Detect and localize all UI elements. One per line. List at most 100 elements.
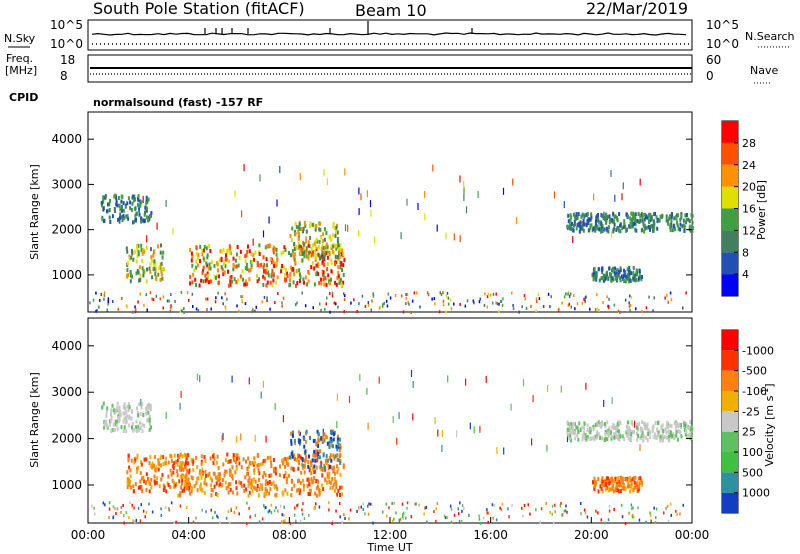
data-cell	[125, 246, 128, 251]
data-cell	[155, 277, 158, 282]
data-cell	[335, 225, 338, 230]
data-cell	[315, 237, 318, 242]
scatter-cell	[260, 391, 262, 399]
data-cell	[571, 221, 573, 226]
data-cell	[142, 413, 145, 417]
data-cell	[130, 208, 133, 212]
scatter-cell	[485, 375, 487, 383]
scatter-cell	[426, 291, 429, 295]
scatter-cell	[670, 513, 672, 517]
scatter-cell	[535, 309, 537, 313]
scatter-cell	[169, 310, 172, 314]
data-cell	[335, 246, 338, 251]
scatter-cell	[521, 507, 524, 510]
scatter-cell	[261, 517, 264, 521]
data-cell	[102, 199, 105, 204]
data-cell	[230, 251, 232, 256]
data-cell	[238, 480, 241, 485]
nsky-frame	[87, 19, 693, 51]
data-cell	[318, 254, 321, 259]
data-cell	[274, 247, 277, 251]
data-cell	[331, 485, 334, 490]
data-cell	[343, 258, 346, 263]
data-cell	[688, 426, 691, 431]
scatter-cell	[638, 518, 641, 522]
data-cell	[690, 434, 693, 439]
scatter-cell	[255, 305, 257, 309]
data-cell	[596, 224, 599, 229]
data-cell	[582, 219, 585, 223]
data-cell	[217, 268, 219, 273]
data-cell	[112, 408, 115, 413]
scatter-cell	[98, 305, 100, 309]
data-cell	[267, 270, 269, 275]
data-cell	[605, 485, 608, 490]
data-cell	[321, 250, 324, 255]
data-cell	[101, 405, 104, 410]
scatter-cell	[248, 377, 250, 385]
data-cell	[333, 226, 336, 231]
scatter-cell	[388, 506, 390, 510]
data-cell	[129, 279, 132, 284]
data-cell	[291, 433, 294, 438]
scatter-cell	[248, 506, 250, 510]
data-cell	[642, 223, 645, 228]
data-cell	[637, 219, 640, 224]
data-cell	[244, 266, 247, 270]
cpid-text: normalsound (fast) -157 RF	[93, 96, 263, 109]
data-cell	[583, 222, 586, 227]
data-cell	[633, 216, 636, 221]
data-cell	[312, 453, 315, 458]
x-tick-label: 08:00	[272, 528, 307, 542]
scatter-cell	[344, 294, 346, 297]
data-cell	[161, 473, 164, 478]
data-cell	[149, 269, 152, 274]
data-cell	[254, 486, 257, 491]
data-cell	[210, 493, 213, 498]
data-cell	[229, 459, 232, 464]
data-cell	[137, 413, 140, 418]
velocity-xlabel: Time UT	[366, 541, 412, 554]
data-cell	[134, 482, 137, 487]
data-cell	[290, 451, 293, 456]
data-cell	[244, 254, 247, 259]
scatter-cell	[236, 304, 238, 308]
scatter-cell	[324, 307, 326, 311]
data-cell	[248, 480, 251, 485]
data-cell	[236, 453, 239, 458]
scatter-cell	[538, 297, 541, 301]
data-cell	[600, 425, 603, 429]
scatter-cell	[129, 501, 131, 505]
data-cell	[322, 232, 325, 237]
data-cell	[646, 215, 649, 220]
data-cell	[183, 488, 186, 493]
data-cell	[613, 478, 616, 483]
data-cell	[145, 487, 148, 492]
data-cell	[676, 213, 678, 218]
scatter-cell	[516, 217, 518, 225]
scatter-cell	[348, 517, 350, 521]
data-cell	[301, 258, 304, 263]
scatter-cell	[240, 295, 242, 299]
data-cell	[285, 480, 288, 485]
data-cell	[309, 224, 311, 228]
data-cell	[595, 480, 598, 485]
data-cell	[641, 482, 644, 487]
data-cell	[131, 201, 134, 206]
nave-tick-high: 60	[706, 53, 721, 67]
data-cell	[110, 429, 113, 433]
data-cell	[206, 271, 209, 276]
scatter-cell	[630, 296, 633, 300]
data-cell	[670, 433, 673, 438]
scatter-cell	[266, 296, 268, 300]
data-cell	[664, 427, 667, 432]
data-cell	[612, 229, 615, 234]
freq-label-1: Freq.	[6, 52, 33, 65]
scatter-cell	[164, 506, 167, 510]
data-cell	[286, 274, 289, 279]
data-cell	[137, 465, 140, 470]
data-cell	[292, 280, 295, 285]
data-cell	[336, 464, 338, 469]
data-cell	[151, 461, 154, 466]
data-cell	[162, 455, 165, 460]
